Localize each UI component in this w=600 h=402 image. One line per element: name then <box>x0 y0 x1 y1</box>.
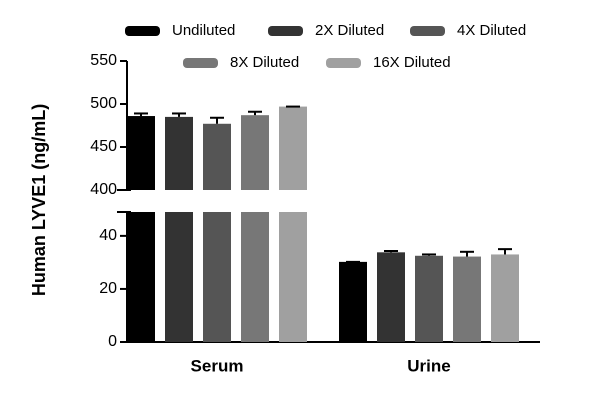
legend-swatch <box>125 26 160 36</box>
bar <box>415 255 443 342</box>
legend-label: 4X Diluted <box>457 22 526 39</box>
bar <box>279 106 307 190</box>
legend-label: Undiluted <box>172 22 235 39</box>
bar <box>241 115 269 190</box>
legend-swatch <box>268 26 303 36</box>
x-tick-label: Serum <box>191 356 244 375</box>
bar <box>127 212 155 342</box>
legend-swatch <box>326 58 361 68</box>
x-tick-label: Urine <box>407 356 450 375</box>
bar <box>127 116 155 190</box>
y-tick-label: 400 <box>90 181 117 198</box>
legend-label: 2X Diluted <box>315 22 384 39</box>
legend-swatch <box>410 26 445 36</box>
legend-label: 8X Diluted <box>230 54 299 71</box>
bar <box>377 252 405 342</box>
y-tick-label: 450 <box>90 138 117 155</box>
bar <box>203 123 231 190</box>
bar <box>165 116 193 190</box>
legend-label: 16X Diluted <box>373 54 451 71</box>
bar <box>203 212 231 342</box>
y-axis-label: Human LYVE1 (ng/mL) <box>29 104 49 296</box>
bar <box>453 256 481 342</box>
bar <box>491 254 519 342</box>
y-tick-label: 550 <box>90 52 117 69</box>
y-tick-label: 40 <box>99 227 117 244</box>
legend-swatch <box>183 58 218 68</box>
y-tick-label: 500 <box>90 95 117 112</box>
bar <box>241 212 269 342</box>
y-tick-label: 20 <box>99 280 117 297</box>
y-tick-label: 0 <box>108 333 117 350</box>
bar <box>165 212 193 342</box>
bar <box>339 261 367 342</box>
bar <box>279 212 307 342</box>
